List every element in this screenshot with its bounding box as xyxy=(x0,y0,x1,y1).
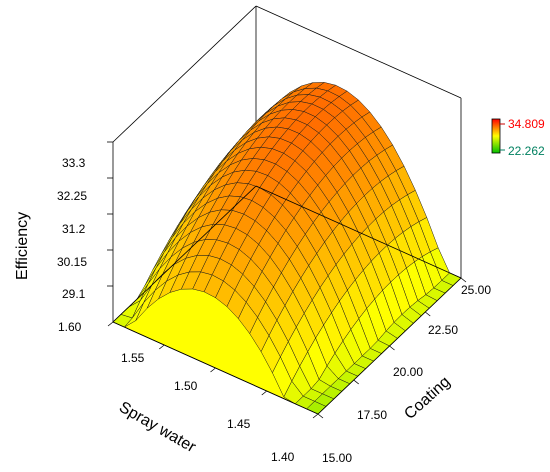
spray-tick-mark xyxy=(107,321,114,327)
axis-box-edge xyxy=(255,5,462,99)
coating-tick-label: 25.00 xyxy=(461,283,491,297)
coating-tick-mark xyxy=(317,413,324,419)
z-tick-label: 31.2 xyxy=(62,222,86,236)
response-surface xyxy=(112,82,462,415)
coating-tick-label: 20.00 xyxy=(393,365,423,379)
axis-box-edge xyxy=(112,185,257,323)
spray-tick-mark xyxy=(159,344,165,350)
coating-tick-mark xyxy=(389,345,395,351)
coating-tick-mark xyxy=(425,311,431,317)
axis-box-edge xyxy=(112,5,257,143)
color-legend-bar xyxy=(491,118,501,154)
z-tick-label: 30.15 xyxy=(57,255,87,269)
spray-tick-mark xyxy=(312,413,319,419)
spray-tick-mark xyxy=(261,390,267,396)
spray-tick-label: 1.40 xyxy=(271,450,295,464)
coating-tick-mark xyxy=(353,379,359,385)
coating-tick-mark xyxy=(460,277,467,283)
axis-box-edge xyxy=(255,185,462,279)
tick-marks xyxy=(107,141,467,419)
spray-tick-label: 1.55 xyxy=(121,351,145,365)
z-axis-title: Efficiency xyxy=(14,212,31,280)
legend-max-label: 34.809 xyxy=(508,117,545,131)
z-tick-label: 32.25 xyxy=(57,189,87,203)
coating-tick-label: 15.00 xyxy=(322,451,352,465)
spray-tick-label: 1.60 xyxy=(58,320,82,334)
legend-min-label: 22.262 xyxy=(508,144,545,158)
z-tick-label: 29.1 xyxy=(62,287,86,301)
coating-tick-label: 17.50 xyxy=(357,408,387,422)
y-axis-title: Coating xyxy=(401,373,453,423)
x-axis-title: Spray water xyxy=(116,399,199,457)
spray-tick-label: 1.45 xyxy=(227,417,251,431)
spray-tick-mark xyxy=(210,367,216,373)
coating-tick-label: 22.50 xyxy=(428,323,458,337)
spray-tick-label: 1.50 xyxy=(174,379,198,393)
z-tick-label: 33.3 xyxy=(62,156,86,170)
